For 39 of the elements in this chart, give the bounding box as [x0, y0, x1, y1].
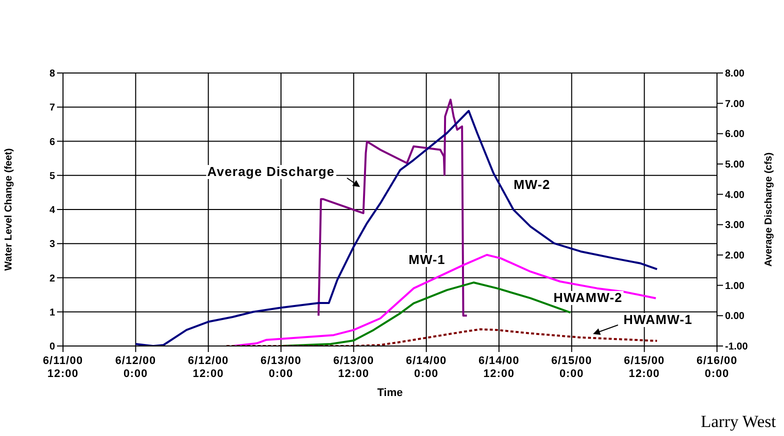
- y-axis-title: Water Level Change (feet): [4, 148, 15, 271]
- y2-tick-label: 0.00: [725, 311, 745, 322]
- y-tick-label: 3: [49, 239, 56, 250]
- y2-tick-label: 7.00: [725, 98, 745, 110]
- y-tick-label: 1: [49, 307, 56, 318]
- series-label: MW-1: [408, 252, 446, 267]
- y2-tick-label: 5.00: [725, 160, 745, 171]
- series-label: Average Discharge: [206, 164, 336, 179]
- y2-tick-label: 4.00: [725, 190, 745, 201]
- x-tick-label: 6/16/00 0:00: [696, 355, 738, 380]
- y-tick-label: 5: [49, 170, 56, 182]
- x-axis-title: Time: [377, 387, 403, 399]
- y-tick-label: 4: [49, 205, 56, 216]
- series-label: HWAMW-2: [552, 290, 624, 305]
- y2-tick-label: 2.00: [725, 250, 745, 262]
- x-tick-label: 6/13/00 0:00: [260, 355, 302, 380]
- x-tick-label: 6/13/00 12:00: [333, 355, 374, 380]
- series-label: HWAMW-1: [622, 312, 694, 327]
- text: Larry West: [700, 412, 776, 432]
- y-tick-label: 2: [49, 273, 56, 284]
- x-tick-label: 6/12/00 0:00: [115, 355, 156, 380]
- x-tick-label: 6/11/00 12:00: [42, 355, 84, 380]
- series-label: MW-2: [512, 177, 552, 192]
- y-tick-label: 8: [49, 68, 56, 80]
- line-series: [226, 328, 658, 346]
- y-tick-label: 6: [49, 136, 56, 148]
- x-tick-label: 6/12/00 12:00: [188, 355, 229, 380]
- y2-tick-label: 3.00: [725, 220, 745, 232]
- x-tick-label: 6/15/00 12:00: [624, 355, 665, 380]
- x-tick-label: 6/14/00 0:00: [406, 355, 447, 380]
- x-tick-label: 6/15/00 0:00: [551, 355, 592, 380]
- y-tick-label: 0: [49, 342, 56, 353]
- y-tick-label: 7: [49, 102, 56, 114]
- x-tick-label: 6/14/00 12:00: [478, 355, 520, 380]
- y2-tick-label: -1.00: [725, 342, 748, 353]
- y2-tick-label: 6.00: [725, 129, 745, 140]
- y2-axis-title: Average Discharge (cfs): [764, 152, 775, 267]
- y2-tick-label: 1.00: [725, 280, 745, 292]
- y2-tick-label: 8.00: [725, 68, 745, 80]
